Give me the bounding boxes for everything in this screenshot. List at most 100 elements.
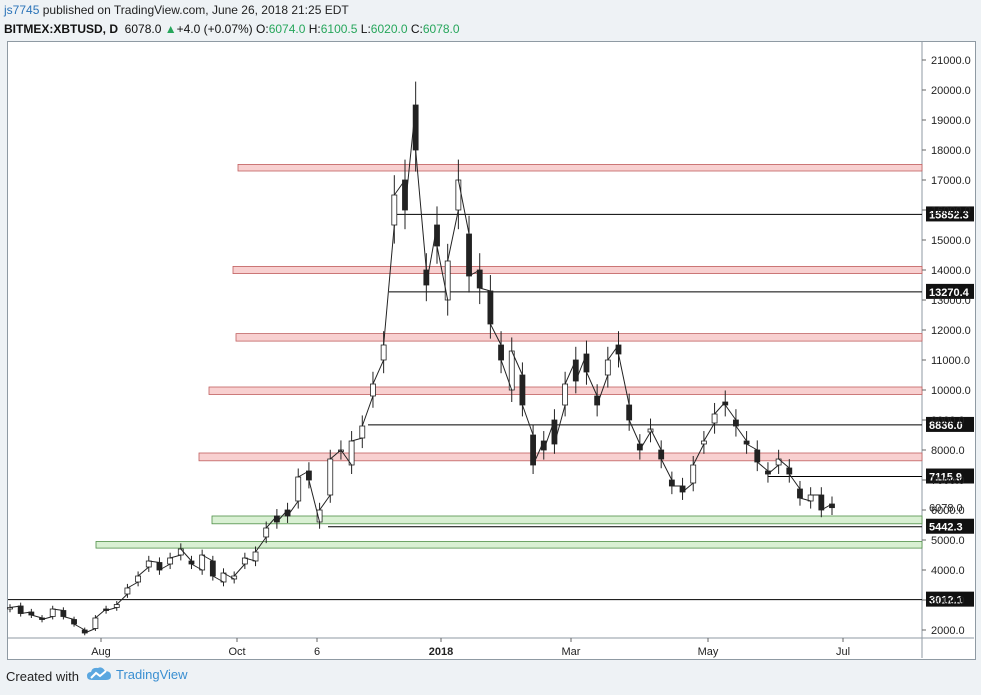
price-connector — [607, 344, 619, 361]
candle-body — [391, 194, 398, 226]
candle-body — [626, 404, 633, 421]
price-connector — [137, 566, 150, 577]
price-connector — [596, 374, 609, 406]
symbol-name[interactable]: BITMEX:XBTUSD, D — [4, 22, 118, 36]
candle-body — [700, 440, 707, 445]
level-label-bg — [926, 518, 974, 534]
y-tick-label: 9000.0 — [931, 415, 965, 427]
price-connector — [724, 404, 737, 421]
x-tick-label: Oct — [228, 646, 245, 658]
price-connector — [31, 614, 43, 619]
price-connector — [127, 581, 139, 589]
price-connector — [52, 608, 64, 611]
high-label: H: — [308, 22, 321, 36]
price-connector — [191, 563, 203, 571]
level-label-bg — [926, 591, 974, 607]
y-tick-label: 2000.0 — [931, 625, 965, 637]
y-tick-label: 20000.0 — [931, 85, 971, 97]
candle-body — [818, 494, 825, 511]
y-tick-label: 16000.0 — [931, 205, 971, 217]
price-connector — [201, 554, 214, 562]
candle-body — [668, 479, 675, 487]
y-tick-label: 5000.0 — [931, 535, 965, 547]
candle-body — [583, 353, 590, 373]
zone-resistance — [198, 452, 923, 462]
price-connector — [159, 563, 171, 571]
level-label: 5442.3 — [929, 522, 963, 534]
candle-body — [199, 554, 206, 571]
price-connector — [489, 323, 502, 346]
price-connector — [415, 149, 427, 271]
candle-body — [209, 560, 216, 577]
y-tick-label: 17000.0 — [931, 175, 971, 187]
level-label-bg — [926, 283, 974, 299]
brand-name[interactable]: TradingView — [116, 666, 188, 682]
price-connector — [244, 557, 256, 562]
candle-body — [370, 383, 376, 397]
zone-resistance — [237, 163, 923, 172]
candle-body — [188, 560, 195, 565]
candle-body — [476, 269, 483, 289]
price-connector — [682, 482, 694, 493]
price-connector — [223, 572, 235, 580]
candle-body — [60, 610, 67, 617]
level-label: 3012.1 — [929, 595, 963, 607]
level-label-bg — [926, 468, 974, 484]
price-connector — [703, 422, 716, 442]
price-connector — [799, 497, 811, 502]
candle-body — [466, 233, 472, 277]
price-connector — [329, 449, 342, 460]
level-label-bg — [926, 206, 974, 222]
candle-body — [71, 619, 77, 625]
candle-body — [615, 344, 622, 355]
price-connector — [532, 440, 545, 466]
publish-info: published on TradingView.com, June 26, 2… — [42, 3, 349, 17]
price-connector — [287, 500, 299, 517]
price-connector — [543, 419, 555, 451]
candle-body — [690, 464, 697, 484]
candle-body — [380, 344, 387, 361]
y-tick-label: 7000.0 — [931, 475, 965, 487]
tradingview-cloud-icon — [87, 667, 111, 680]
price-connector — [692, 443, 705, 466]
y-tick-label: 11000.0 — [931, 355, 970, 367]
price-connector — [393, 179, 406, 196]
publish-header: js7745 published on TradingView.com, Jun… — [4, 2, 349, 18]
candle-body — [733, 419, 739, 427]
candle-body — [444, 260, 451, 301]
price-connector — [628, 419, 641, 445]
price-connector — [756, 461, 769, 472]
price-connector — [255, 536, 267, 553]
y-tick-label: 12000.0 — [931, 325, 971, 337]
price-connector — [169, 554, 181, 559]
candle-body — [455, 179, 462, 211]
price-connector — [9, 605, 21, 608]
price-connector — [660, 458, 673, 481]
x-tick-label: Jul — [836, 646, 850, 658]
candle-body — [348, 440, 355, 466]
price-connector — [564, 359, 577, 385]
up-arrow-icon: ▲ — [164, 22, 177, 36]
price-change: +4.0 (+0.07%) — [176, 22, 253, 36]
candle-body — [519, 374, 526, 406]
price-connector — [436, 245, 449, 301]
price-connector — [778, 458, 790, 469]
price-connector — [297, 470, 310, 478]
candle-body — [263, 527, 270, 538]
price-connector — [618, 353, 630, 406]
price-connector — [84, 628, 96, 634]
brand-link[interactable]: TradingView — [86, 666, 188, 682]
price-connector — [425, 224, 438, 286]
price-connector — [105, 607, 117, 611]
price-connector — [233, 563, 246, 577]
author-link[interactable]: js7745 — [4, 3, 40, 17]
price-connector — [468, 269, 480, 277]
candle-body — [743, 440, 750, 445]
chart-frame[interactable] — [7, 41, 976, 660]
open-label: O: — [256, 22, 269, 36]
candle-body — [167, 557, 174, 565]
price-connector — [575, 353, 587, 382]
y-tick-label: 4000.0 — [931, 565, 965, 577]
price-connector — [265, 515, 278, 529]
